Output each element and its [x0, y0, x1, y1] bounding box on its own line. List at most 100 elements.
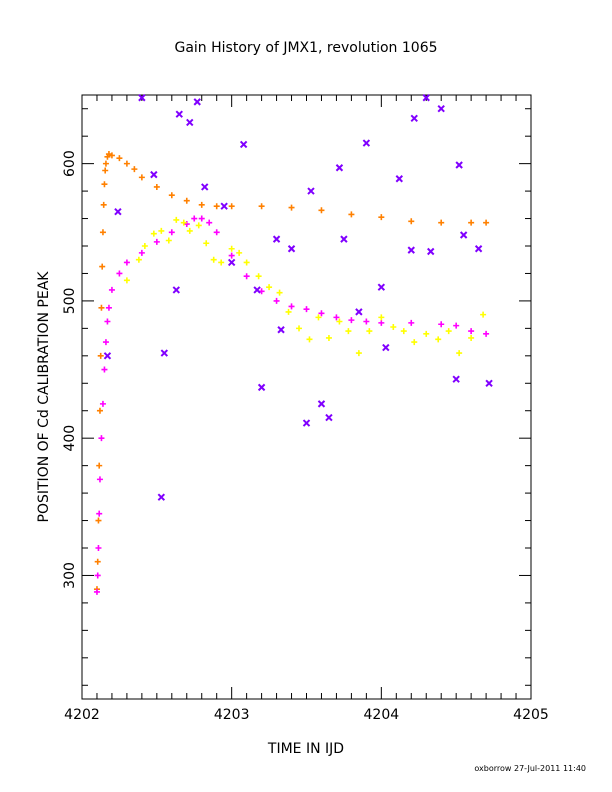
data-point [266, 284, 273, 291]
data-point [160, 349, 169, 357]
data-point [153, 183, 160, 190]
x-tick-label: 4202 [64, 707, 100, 723]
data-point [123, 259, 130, 266]
data-point [348, 211, 355, 218]
data-point [285, 308, 292, 315]
data-point [108, 152, 115, 159]
plot-area [93, 94, 493, 595]
data-point [98, 435, 105, 442]
data-point [437, 105, 445, 113]
data-point [206, 219, 213, 226]
data-point [306, 336, 313, 343]
data-point [150, 230, 157, 237]
data-point [102, 339, 109, 346]
data-point [318, 310, 325, 317]
data-point [480, 311, 487, 318]
data-point [411, 339, 418, 346]
data-point [213, 203, 220, 210]
data-point [191, 215, 198, 222]
data-point [366, 328, 373, 335]
data-point [218, 259, 225, 266]
data-point [378, 314, 385, 321]
data-point [201, 183, 209, 191]
data-point [378, 214, 385, 221]
data-point [158, 227, 165, 234]
data-point [474, 245, 483, 253]
data-point [138, 249, 145, 256]
data-point [108, 286, 115, 293]
data-point [186, 118, 194, 127]
data-point [333, 314, 340, 321]
data-point [483, 219, 490, 226]
data-point [102, 167, 109, 174]
data-point [427, 247, 435, 256]
data-point [101, 181, 108, 188]
data-point [172, 286, 180, 294]
data-point [340, 235, 348, 243]
data-point [243, 259, 250, 266]
data-point [175, 110, 183, 118]
data-point [183, 197, 190, 204]
data-point [203, 240, 210, 247]
data-point [258, 203, 265, 210]
data-point [98, 304, 105, 311]
data-point [378, 319, 385, 326]
plot-frame [81, 94, 532, 700]
data-point [485, 379, 493, 387]
data-point [105, 304, 112, 311]
data-point [355, 350, 362, 357]
series-2 [93, 215, 490, 595]
data-point [453, 322, 460, 329]
data-point [99, 229, 106, 236]
data-point [455, 161, 463, 169]
data-point [407, 246, 415, 254]
data-point [363, 318, 370, 325]
data-point [348, 317, 355, 324]
data-point [168, 192, 175, 199]
data-point [99, 400, 106, 407]
data-point [325, 334, 332, 341]
series-1 [93, 151, 490, 593]
data-point [423, 330, 430, 337]
data-point [236, 249, 243, 256]
data-point [165, 237, 172, 244]
data-point [104, 318, 111, 325]
data-point [287, 245, 296, 253]
data-point [210, 256, 217, 263]
series-4 [103, 94, 493, 501]
data-point [410, 114, 418, 123]
data-point [253, 286, 261, 294]
data-point [198, 201, 205, 208]
data-point [101, 366, 108, 373]
data-point [317, 400, 326, 408]
data-point [336, 318, 343, 325]
data-point [276, 289, 283, 296]
data-point [123, 277, 130, 284]
data-point [123, 160, 130, 167]
data-point [468, 334, 475, 341]
data-point [335, 164, 344, 172]
footer-credit: oxborrow 27-Jul-2011 11:40 [474, 764, 586, 773]
data-point [138, 94, 146, 102]
data-point [345, 328, 352, 335]
y-tick-label: 500 [62, 288, 78, 315]
data-point [116, 270, 123, 277]
data-point [355, 308, 363, 316]
data-point [138, 174, 145, 181]
data-point [422, 94, 430, 102]
data-point [94, 558, 101, 565]
data-point [307, 187, 315, 195]
y-tick-label: 300 [62, 562, 78, 589]
y-axis: 300 400 500 600 [62, 108, 531, 686]
data-point [99, 263, 106, 270]
data-point [445, 328, 452, 335]
data-point [103, 352, 112, 360]
data-point [408, 319, 415, 326]
chart-title: Gain History of JMX1, revolution 1065 [174, 40, 437, 56]
data-point [100, 201, 107, 208]
data-point [173, 216, 180, 223]
data-point [303, 306, 310, 313]
data-point [227, 258, 236, 267]
data-point [438, 219, 445, 226]
data-point [135, 256, 142, 263]
